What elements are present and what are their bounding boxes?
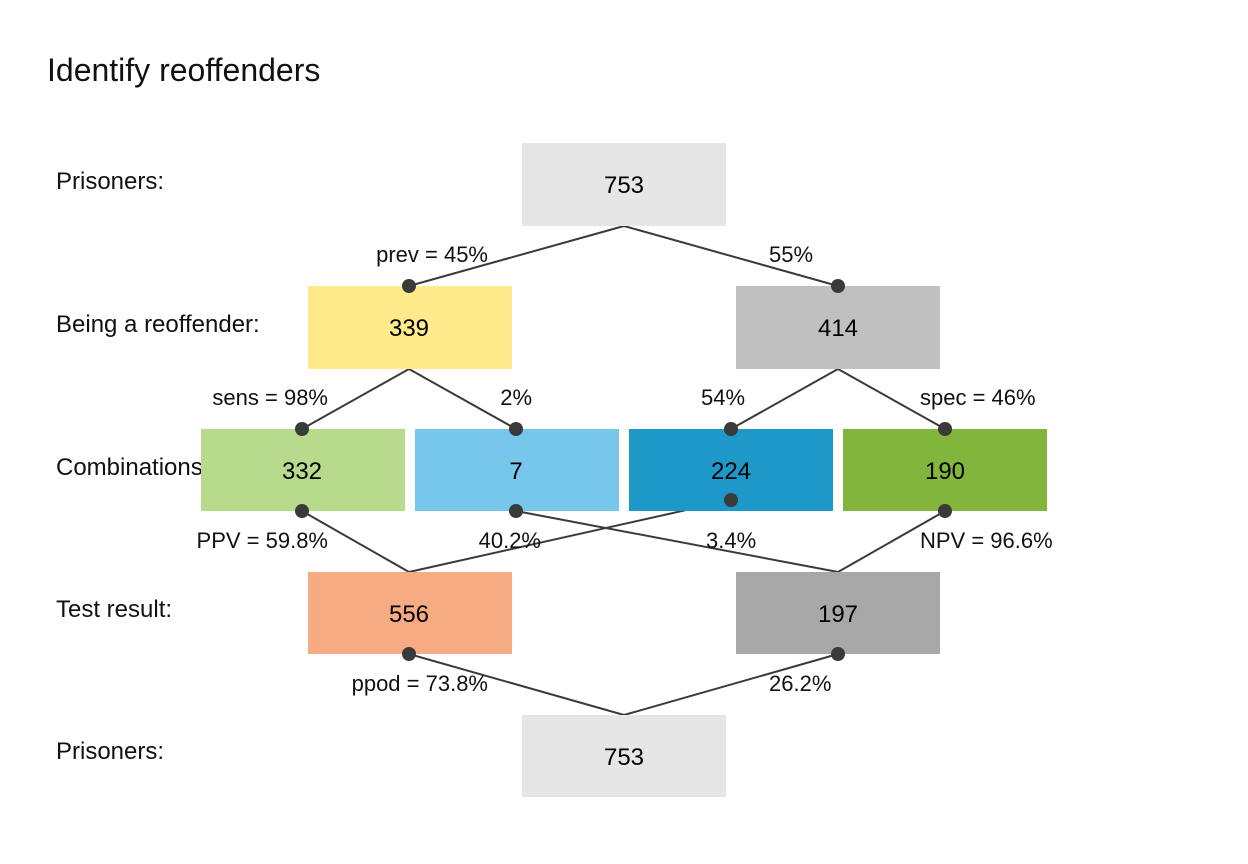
- label-for: 3.4%: [706, 528, 756, 553]
- label-specificity: spec = 46%: [920, 385, 1036, 410]
- connector-dots: [295, 279, 952, 661]
- boxes: [201, 143, 1047, 797]
- line-fa-to-dec-pos: [408, 499, 732, 573]
- value-test-positive: 556: [389, 601, 429, 628]
- line-top-to-cond-true: [408, 225, 625, 287]
- label-miss-rate: 2%: [500, 385, 532, 410]
- value-hit: 332: [282, 458, 322, 485]
- row-label-test-result: Test result:: [56, 596, 173, 623]
- line-dec-pos-to-bottom: [408, 653, 625, 716]
- dot-cond-false: [831, 279, 845, 293]
- diagram-title: Identify reoffenders: [47, 52, 321, 88]
- connector-lines: [301, 225, 946, 716]
- line-dec-neg-to-bottom: [623, 653, 839, 716]
- box-values: 753 339 414 332 7 224 190 556 197 753: [282, 172, 965, 771]
- label-ppod: ppod = 73.8%: [352, 671, 488, 696]
- box-prisoners-top: [522, 143, 726, 226]
- value-prisoners-top: 753: [604, 172, 644, 199]
- line-cond-true-to-mi: [408, 368, 517, 430]
- dot-mi-bottom: [509, 504, 523, 518]
- dot-cr-top: [938, 422, 952, 436]
- dot-dec-neg: [831, 647, 845, 661]
- dot-mi-top: [509, 422, 523, 436]
- label-sensitivity: sens = 98%: [212, 385, 328, 410]
- box-reoffender-true: [308, 286, 512, 369]
- box-test-positive: [308, 572, 512, 654]
- value-false-alarm: 224: [711, 458, 751, 485]
- dot-dec-pos: [402, 647, 416, 661]
- line-hi-to-dec-pos: [301, 510, 410, 573]
- row-label-prisoners-bottom: Prisoners:: [56, 738, 165, 765]
- box-test-negative: [736, 572, 940, 654]
- edge-labels: prev = 45% 55% sens = 98% 2% 54% spec = …: [197, 242, 1053, 696]
- value-correct-rejection: 190: [925, 458, 965, 485]
- label-npv: NPV = 96.6%: [920, 528, 1053, 553]
- dot-fa-bottom: [724, 493, 738, 507]
- dot-hi-top: [295, 422, 309, 436]
- label-not-ppod: 26.2%: [769, 671, 831, 696]
- value-test-negative: 197: [818, 601, 858, 628]
- label-ppv: PPV = 59.8%: [197, 528, 328, 553]
- row-label-condition: Being a reoffender:: [56, 311, 260, 338]
- line-cond-false-to-cr: [837, 368, 946, 430]
- box-hit: [201, 429, 405, 511]
- line-cond-false-to-fa: [730, 368, 839, 430]
- value-miss: 7: [509, 458, 522, 485]
- dot-hi-bottom: [295, 504, 309, 518]
- box-reoffender-false: [736, 286, 940, 369]
- dot-fa-top: [724, 422, 738, 436]
- box-correct-rejection: [843, 429, 1047, 511]
- value-reoffender-false: 414: [818, 315, 858, 342]
- line-top-to-cond-false: [623, 225, 839, 287]
- line-mi-to-dec-neg: [515, 510, 839, 573]
- value-reoffender-true: 339: [389, 315, 429, 342]
- dot-cond-true: [402, 279, 416, 293]
- row-label-combinations: Combinations:: [56, 454, 210, 481]
- label-not-prevalence: 55%: [769, 242, 813, 267]
- line-cr-to-dec-neg: [837, 510, 946, 573]
- value-prisoners-bottom: 753: [604, 744, 644, 771]
- label-fdr: 40.2%: [479, 528, 541, 553]
- box-prisoners-bottom: [522, 715, 726, 797]
- row-label-prisoners-top: Prisoners:: [56, 168, 165, 195]
- line-cond-true-to-hi: [301, 368, 410, 430]
- dot-cr-bottom: [938, 504, 952, 518]
- label-false-alarm-rate: 54%: [701, 385, 745, 410]
- label-prevalence: prev = 45%: [376, 242, 488, 267]
- box-miss: [415, 429, 619, 511]
